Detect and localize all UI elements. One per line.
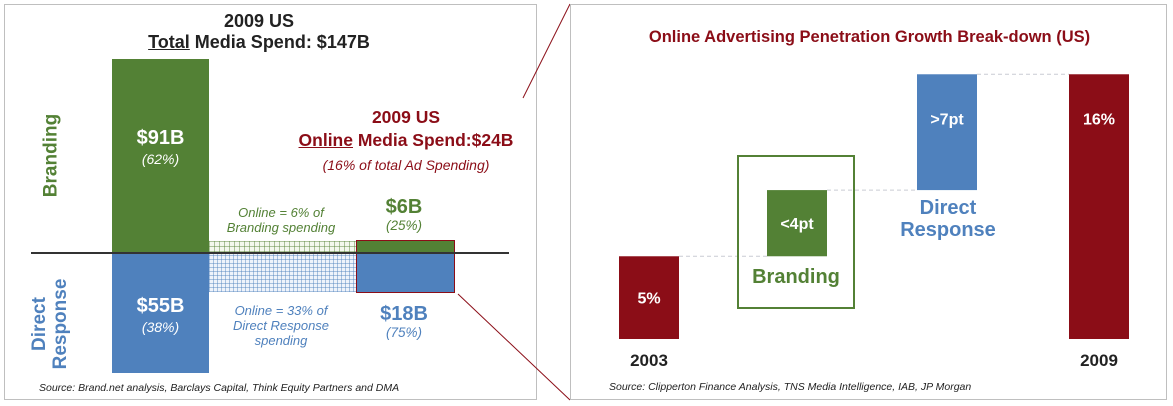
- online-title-line2: Online Media Spend:$24B: [275, 129, 537, 152]
- label-direct-value: $55B: [136, 295, 185, 317]
- value-label-2003: 5%: [637, 291, 660, 308]
- bar-direct-response: [917, 74, 977, 191]
- total-title-rest: Media Spend: $147B: [189, 32, 370, 52]
- zoom-line-bottom: [457, 293, 571, 401]
- label-direct-online-share: (75%): [385, 325, 422, 340]
- left-source: Source: Brand.net analysis, Barclays Cap…: [39, 382, 400, 394]
- note-branding-online: Online = 6% of Branding spending: [205, 205, 357, 235]
- label-branding-online-value: $6B: [385, 196, 423, 218]
- bar-2009: [1069, 74, 1129, 339]
- online-title-rest: Media Spend:$24B: [352, 130, 514, 150]
- note-direct-line3: spending: [254, 333, 308, 348]
- note-branding-line2: Branding spending: [226, 220, 336, 235]
- label-branding-value: $91B: [136, 127, 185, 149]
- penetration-growth-panel: Online Advertising Penetration Growth Br…: [570, 4, 1167, 400]
- bar-branding-online: [357, 241, 454, 252]
- note-branding-line1: Online = 6% of: [238, 205, 324, 220]
- label-direct-line1: Direct: [919, 197, 977, 219]
- total-media-spend-panel: 2009 US Total Media Spend: $147B Brandin…: [4, 4, 537, 400]
- note-direct-line2: Direct Response: [232, 318, 330, 333]
- online-title-year: 2009 US: [371, 107, 441, 127]
- bar-direct-online: [357, 254, 454, 292]
- label-direct-online-value: $18B: [380, 303, 428, 325]
- year-label-2009: 2009: [1080, 351, 1118, 370]
- hatch-branding-connector: [209, 241, 357, 252]
- label-branding-online-share: (25%): [385, 218, 422, 233]
- hatch-direct-connector: [209, 254, 357, 292]
- right-source: Source: Clipperton Finance Analysis, TNS…: [609, 381, 972, 393]
- label-branding-share: (62%): [141, 151, 180, 167]
- divider-line: [31, 252, 509, 254]
- branding-highlight-box: [737, 155, 855, 309]
- label-branding: Branding: [752, 266, 840, 288]
- bar-direct-total: [112, 254, 209, 373]
- online-outline: [356, 240, 455, 293]
- year-label-2003: 2003: [630, 351, 668, 370]
- bar-branding: [767, 190, 827, 257]
- total-title-emphasis: Total: [148, 32, 190, 52]
- total-title: 2009 US Total Media Spend: $147B: [109, 11, 409, 53]
- value-label-branding: <4pt: [780, 216, 814, 233]
- online-title-emphasis: Online: [298, 130, 353, 150]
- online-subtitle: (16% of total Ad Spending): [322, 157, 490, 173]
- note-direct-line1: Online = 33% of: [234, 303, 328, 318]
- total-title-year: 2009 US: [223, 11, 295, 31]
- waterfall-chart: 5% <4pt >7pt 16% 2003 2009: [619, 73, 1129, 370]
- chart-title: Online Advertising Penetration Growth Br…: [648, 28, 1091, 46]
- note-direct-online: Online = 33% of Direct Response spending: [205, 303, 357, 348]
- bar-branding-total: [112, 59, 209, 252]
- value-label-direct-response: >7pt: [930, 111, 964, 128]
- online-title: 2009 US Online Media Spend:$24B: [275, 106, 537, 152]
- value-label-2009: 16%: [1083, 111, 1115, 128]
- label-direct-response: Direct Response: [883, 197, 1013, 241]
- label-direct-share: (38%): [141, 319, 180, 335]
- label-direct-line2: Response: [900, 219, 996, 241]
- zoom-line-top: [522, 3, 571, 99]
- bar-2003: [619, 256, 679, 339]
- total-title-line2: Total Media Spend: $147B: [109, 32, 409, 53]
